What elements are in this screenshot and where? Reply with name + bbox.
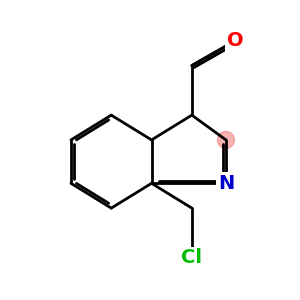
Circle shape — [218, 175, 235, 192]
Text: Cl: Cl — [181, 248, 202, 267]
Text: N: N — [218, 174, 234, 193]
Text: O: O — [227, 31, 244, 50]
Circle shape — [218, 131, 235, 148]
